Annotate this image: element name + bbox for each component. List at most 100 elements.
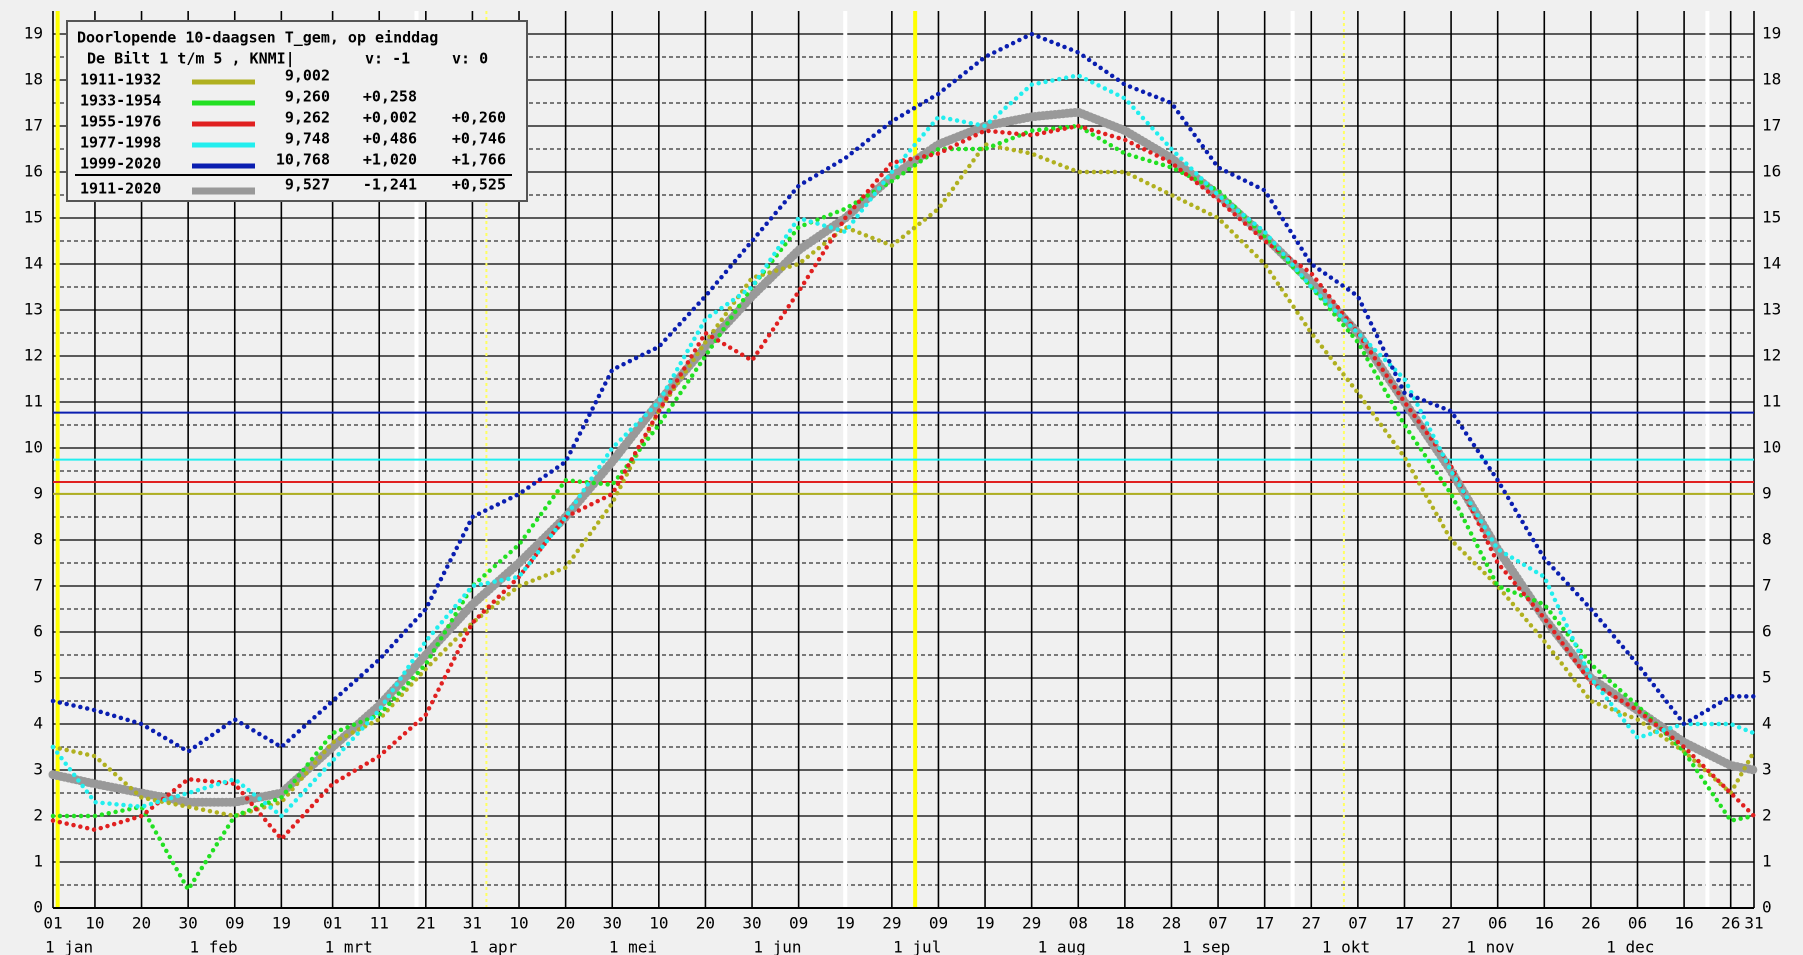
x-tick-label: 29 — [882, 914, 901, 933]
x-tick-label: 08 — [1069, 914, 1088, 933]
month-label: 1 mei — [609, 938, 657, 955]
y-tick-label-right: 9 — [1762, 484, 1772, 503]
x-tick-label: 19 — [272, 914, 291, 933]
x-tick-label: 19 — [836, 914, 855, 933]
y-tick-label: 15 — [24, 208, 43, 227]
x-tick-label: 10 — [649, 914, 668, 933]
y-tick-label-right: 13 — [1762, 300, 1781, 319]
y-tick-label: 14 — [24, 254, 43, 273]
y-tick-label: 9 — [33, 484, 43, 503]
y-tick-label: 4 — [33, 714, 43, 733]
x-tick-label: 17 — [1255, 914, 1274, 933]
y-tick-label-right: 0 — [1762, 898, 1772, 917]
legend-title: Doorlopende 10-daagsen T_gem, op einddag — [77, 29, 438, 47]
x-tick-label: 20 — [132, 914, 151, 933]
y-tick-label-right: 17 — [1762, 116, 1781, 135]
y-tick-label: 6 — [33, 622, 43, 641]
x-tick-label: 20 — [556, 914, 575, 933]
x-tick-label: 06 — [1488, 914, 1507, 933]
y-tick-label: 0 — [33, 898, 43, 917]
y-tick-label: 11 — [24, 392, 43, 411]
legend-diff-first: +1,766 — [452, 151, 506, 169]
legend-diff-first: +0,746 — [452, 130, 506, 148]
legend-col-first: v: 0 — [452, 50, 488, 68]
month-label: 1 apr — [469, 938, 518, 955]
x-tick-label: 30 — [603, 914, 622, 933]
x-tick-label: 21 — [416, 914, 435, 933]
legend-name: 1933-1954 — [80, 92, 161, 110]
y-tick-label: 10 — [24, 438, 43, 457]
x-tick-label: 09 — [225, 914, 244, 933]
x-tick-label: 27 — [1302, 914, 1321, 933]
x-tick-label: 26 — [1721, 914, 1740, 933]
legend-name: 1911-2020 — [80, 180, 161, 198]
month-label: 1 sep — [1182, 938, 1230, 955]
y-tick-label: 13 — [24, 300, 43, 319]
legend-mean: 9,748 — [285, 130, 330, 148]
legend-box — [66, 20, 528, 202]
x-tick-label: 09 — [929, 914, 948, 933]
y-tick-label-right: 3 — [1762, 760, 1772, 779]
x-tick-label: 18 — [1115, 914, 1134, 933]
month-label: 1 jan — [45, 938, 93, 955]
month-label: 1 dec — [1606, 938, 1654, 955]
y-tick-label: 19 — [24, 24, 43, 43]
legend-diff-prev: +0,258 — [363, 88, 417, 106]
series-line — [50, 31, 1757, 755]
y-tick-label: 16 — [24, 162, 43, 181]
y-tick-label: 7 — [33, 576, 43, 595]
x-tick-label: 20 — [696, 914, 715, 933]
x-tick-label: 16 — [1535, 914, 1554, 933]
x-tick-label: 07 — [1348, 914, 1367, 933]
y-tick-label-right: 2 — [1762, 806, 1772, 825]
x-tick-label: 11 — [370, 914, 389, 933]
y-tick-label-right: 16 — [1762, 162, 1781, 181]
x-tick-label: 01 — [43, 914, 62, 933]
month-label: 1 aug — [1038, 938, 1086, 955]
y-tick-label-right: 11 — [1762, 392, 1781, 411]
legend-diff-prev: +0,002 — [363, 109, 417, 127]
legend-diff-first: +0,260 — [452, 109, 506, 127]
y-tick-label: 8 — [33, 530, 43, 549]
x-tick-label: 29 — [1022, 914, 1041, 933]
x-tick-label: 31 — [1744, 914, 1763, 933]
series-line — [50, 123, 1757, 843]
x-tick-label: 07 — [1208, 914, 1227, 933]
x-tick-label: 17 — [1395, 914, 1414, 933]
legend-mean: 9,002 — [285, 67, 330, 85]
x-tick-label: 26 — [1581, 914, 1600, 933]
y-tick-label: 12 — [24, 346, 43, 365]
x-tick-label: 31 — [463, 914, 482, 933]
legend-diff-prev: +0,486 — [363, 130, 417, 148]
y-tick-label: 3 — [33, 760, 43, 779]
x-tick-label: 30 — [742, 914, 761, 933]
legend-mean: 9,260 — [285, 88, 330, 106]
y-tick-label-right: 10 — [1762, 438, 1781, 457]
x-tick-label: 19 — [975, 914, 994, 933]
y-tick-label-right: 12 — [1762, 346, 1781, 365]
legend-diff-prev: +1,020 — [363, 151, 417, 169]
legend-mean: 9,262 — [285, 109, 330, 127]
y-tick-label-right: 5 — [1762, 668, 1772, 687]
x-tick-label: 27 — [1441, 914, 1460, 933]
x-tick-label: 09 — [789, 914, 808, 933]
month-label: 1 nov — [1466, 938, 1514, 955]
legend-mean: 9,527 — [285, 176, 330, 194]
series-line — [50, 123, 1757, 894]
legend-col-prev: v: -1 — [365, 50, 410, 68]
y-tick-label-right: 8 — [1762, 530, 1772, 549]
legend-subtitle: De Bilt 1 t/m 5 , KNMI| — [87, 50, 295, 69]
legend-mean: 10,768 — [276, 151, 330, 169]
month-label: 1 feb — [189, 938, 237, 955]
y-tick-label-right: 1 — [1762, 852, 1772, 871]
x-tick-label: 06 — [1628, 914, 1647, 933]
y-tick-label-right: 7 — [1762, 576, 1772, 595]
legend-name: 1955-1976 — [80, 113, 161, 131]
x-tick-label: 30 — [179, 914, 198, 933]
y-tick-label-right: 6 — [1762, 622, 1772, 641]
y-tick-label: 1 — [33, 852, 43, 871]
x-tick-label: 10 — [509, 914, 528, 933]
month-label: 1 mrt — [325, 938, 373, 955]
